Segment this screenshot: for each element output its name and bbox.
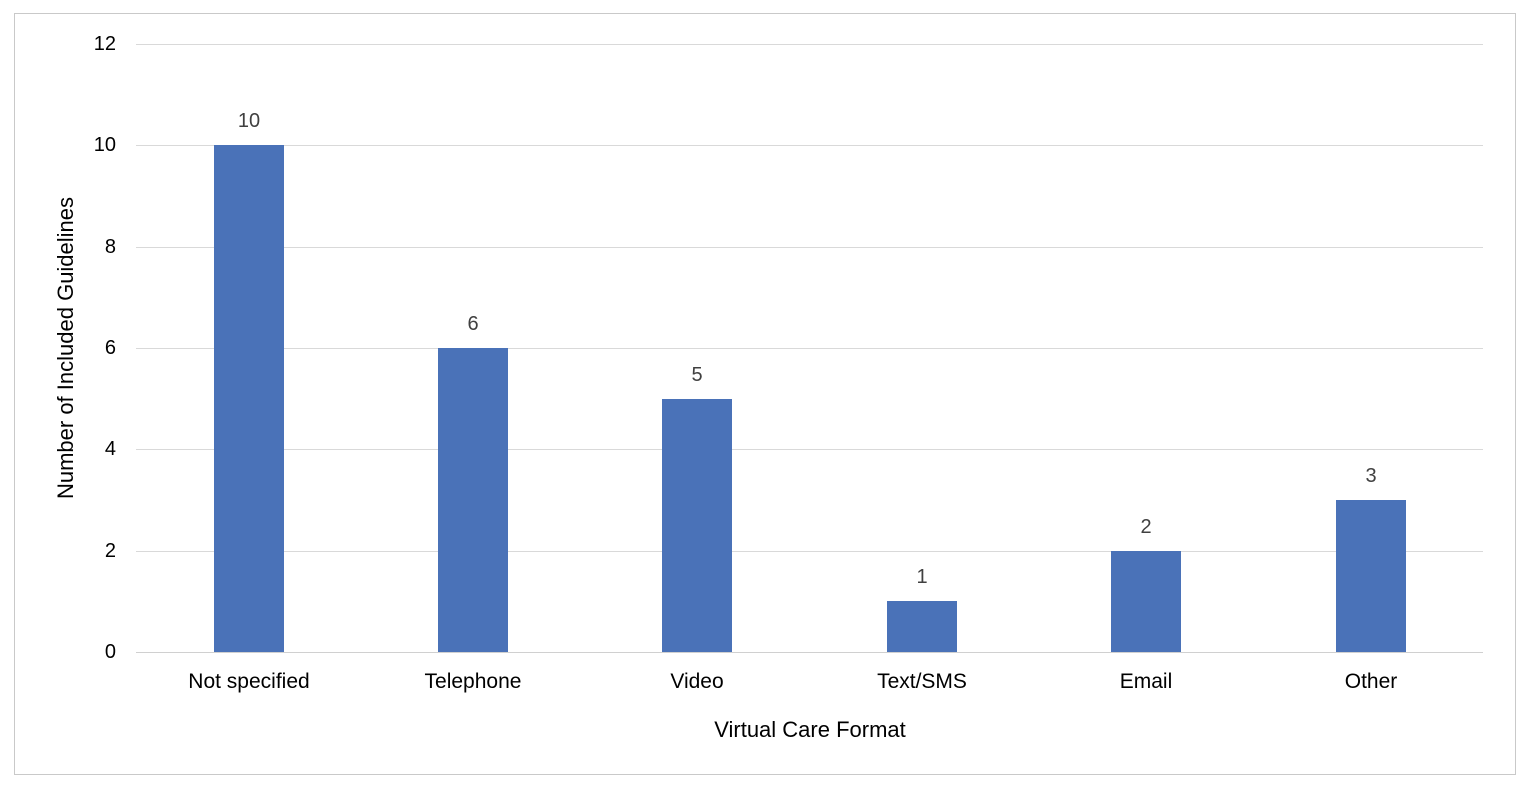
data-label: 5 bbox=[691, 364, 703, 386]
gridline bbox=[136, 348, 1483, 349]
data-label: 6 bbox=[467, 313, 479, 335]
gridline bbox=[136, 44, 1483, 45]
bar-other bbox=[1336, 500, 1406, 652]
x-tick-label: Telephone bbox=[424, 670, 522, 693]
bar-video bbox=[662, 399, 732, 652]
x-tick-label: Text/SMS bbox=[877, 670, 967, 693]
y-tick-label: 2 bbox=[104, 540, 116, 562]
x-axis-label: Virtual Care Format bbox=[714, 717, 906, 742]
bar-telephone bbox=[438, 348, 508, 652]
x-tick-label: Not specified bbox=[188, 670, 310, 693]
bar-email bbox=[1111, 551, 1181, 652]
y-tick-label: 10 bbox=[93, 134, 116, 156]
y-tick-label: 6 bbox=[104, 337, 116, 359]
gridline bbox=[136, 247, 1483, 248]
y-tick-label: 8 bbox=[104, 236, 116, 258]
x-axis-line bbox=[136, 652, 1483, 653]
data-label: 2 bbox=[1140, 516, 1152, 538]
data-label: 10 bbox=[237, 110, 261, 132]
x-tick-label: Video bbox=[670, 670, 724, 693]
gridline bbox=[136, 145, 1483, 146]
x-tick-label: Email bbox=[1119, 670, 1173, 693]
gridline bbox=[136, 449, 1483, 450]
bar-not-specified bbox=[214, 145, 284, 652]
y-tick-label: 0 bbox=[104, 641, 116, 663]
x-tick-label: Other bbox=[1344, 670, 1398, 693]
data-label: 1 bbox=[916, 566, 928, 588]
gridline bbox=[136, 551, 1483, 552]
y-tick-label: 4 bbox=[104, 438, 116, 460]
bar-text-sms bbox=[887, 601, 957, 652]
data-label: 3 bbox=[1365, 465, 1377, 487]
y-tick-label: 12 bbox=[93, 33, 116, 55]
